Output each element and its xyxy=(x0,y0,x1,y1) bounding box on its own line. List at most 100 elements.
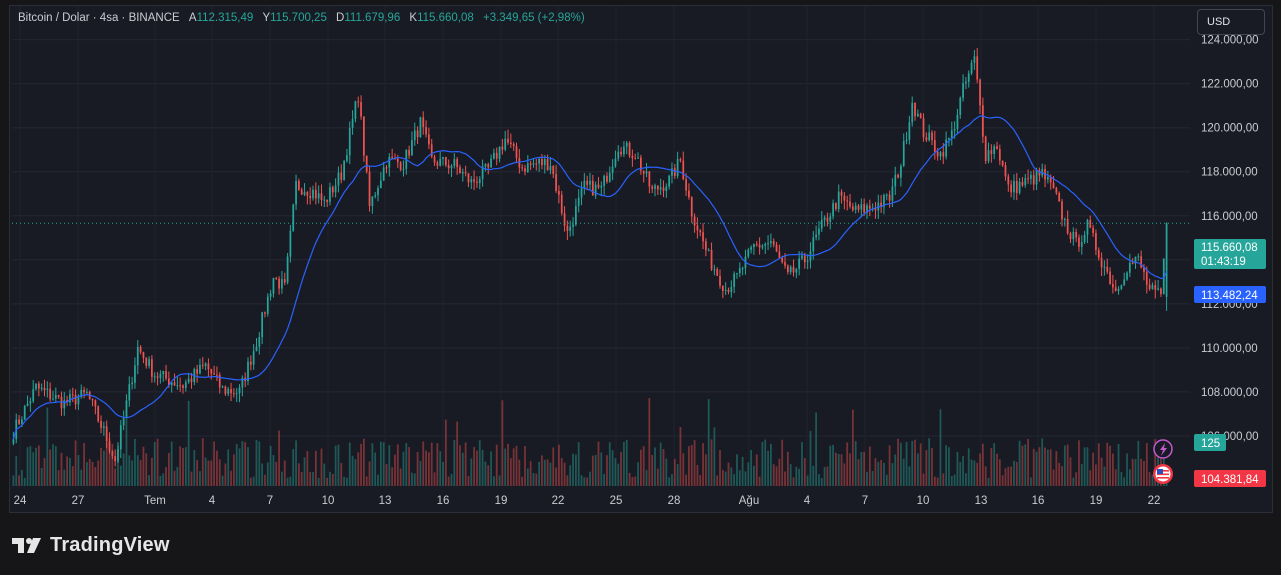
candle-body[interactable] xyxy=(269,293,272,297)
candle-body[interactable] xyxy=(456,159,459,168)
candle-body[interactable] xyxy=(1066,218,1069,234)
tradingview-logo[interactable]: TradingView xyxy=(12,533,170,557)
candle-body[interactable] xyxy=(673,168,676,176)
candle-body[interactable] xyxy=(1112,284,1114,288)
candle-body[interactable] xyxy=(111,451,114,457)
candle-body[interactable] xyxy=(639,157,642,171)
candle-body[interactable] xyxy=(905,139,908,142)
candle-body[interactable] xyxy=(1106,266,1109,272)
candle-body[interactable] xyxy=(574,206,577,225)
candle-body[interactable] xyxy=(546,159,549,171)
candle-body[interactable] xyxy=(292,204,295,231)
candle-body[interactable] xyxy=(1165,223,1168,297)
candle-body[interactable] xyxy=(549,166,552,171)
candle-body[interactable] xyxy=(32,389,35,402)
price-axis[interactable]: 106.000,00108.000,00110.000,00112.000,00… xyxy=(1201,35,1259,443)
candle-body[interactable] xyxy=(498,146,501,159)
candle-body[interactable] xyxy=(832,203,834,217)
candle-body[interactable] xyxy=(998,149,1001,161)
candle-body[interactable] xyxy=(100,421,102,428)
candle-body[interactable] xyxy=(925,137,928,141)
candle-body[interactable] xyxy=(781,257,784,263)
candle-body[interactable] xyxy=(840,191,843,196)
candle-body[interactable] xyxy=(331,187,334,193)
candle-body[interactable] xyxy=(566,225,569,231)
candle-body[interactable] xyxy=(190,378,193,382)
candle-body[interactable] xyxy=(1058,192,1061,202)
candle-body[interactable] xyxy=(727,289,730,292)
candle-body[interactable] xyxy=(156,376,159,378)
candle-body[interactable] xyxy=(1024,178,1027,186)
candle-body[interactable] xyxy=(668,175,671,187)
candle-body[interactable] xyxy=(987,150,990,162)
candle-body[interactable] xyxy=(69,394,71,403)
candle-body[interactable] xyxy=(628,142,631,156)
candle-body[interactable] xyxy=(343,160,345,180)
candle-body[interactable] xyxy=(1097,250,1100,258)
candle-body[interactable] xyxy=(651,186,654,189)
candle-body[interactable] xyxy=(854,205,857,211)
candle-body[interactable] xyxy=(733,273,736,288)
candle-body[interactable] xyxy=(23,406,26,420)
candle-body[interactable] xyxy=(996,146,998,150)
candle-body[interactable] xyxy=(710,249,713,270)
candle-body[interactable] xyxy=(176,385,179,387)
candle-body[interactable] xyxy=(281,279,283,289)
candle-body[interactable] xyxy=(289,230,292,257)
candle-body[interactable] xyxy=(402,168,405,170)
candle-body[interactable] xyxy=(620,151,622,155)
candle-body[interactable] xyxy=(21,419,23,424)
candle-body[interactable] xyxy=(820,219,823,229)
candle-body[interactable] xyxy=(368,171,371,206)
candle-body[interactable] xyxy=(654,185,656,189)
candle-body[interactable] xyxy=(679,159,682,161)
candle-body[interactable] xyxy=(470,179,473,183)
candle-body[interactable] xyxy=(1027,178,1029,180)
candle-body[interactable] xyxy=(66,400,68,403)
candle-body[interactable] xyxy=(501,146,504,150)
candle-body[interactable] xyxy=(883,194,885,207)
candle-body[interactable] xyxy=(238,387,241,394)
candle-body[interactable] xyxy=(221,386,224,388)
candle-body[interactable] xyxy=(789,266,792,273)
candle-body[interactable] xyxy=(77,397,80,405)
candle-body[interactable] xyxy=(1143,267,1145,273)
candle-body[interactable] xyxy=(317,193,320,199)
candlesticks[interactable] xyxy=(12,48,1168,467)
candle-body[interactable] xyxy=(326,199,329,202)
candle-body[interactable] xyxy=(261,312,264,338)
candle-body[interactable] xyxy=(662,187,665,191)
candle-body[interactable] xyxy=(119,425,122,450)
candle-body[interactable] xyxy=(1013,180,1015,193)
candle-body[interactable] xyxy=(902,141,905,166)
candle-body[interactable] xyxy=(863,204,866,213)
candle-body[interactable] xyxy=(1047,177,1049,180)
candle-body[interactable] xyxy=(216,374,218,376)
candle-body[interactable] xyxy=(74,394,77,405)
candle-body[interactable] xyxy=(1086,219,1089,235)
candle-body[interactable] xyxy=(738,268,741,274)
candle-body[interactable] xyxy=(690,197,693,217)
candle-body[interactable] xyxy=(428,134,430,145)
candle-body[interactable] xyxy=(642,170,645,174)
candle-body[interactable] xyxy=(1015,180,1018,193)
candle-body[interactable] xyxy=(382,167,385,181)
candle-body[interactable] xyxy=(671,168,673,176)
candle-body[interactable] xyxy=(136,346,139,366)
candle-body[interactable] xyxy=(1128,262,1131,273)
candle-body[interactable] xyxy=(187,378,190,383)
candle-body[interactable] xyxy=(43,387,46,391)
candle-body[interactable] xyxy=(665,186,668,191)
candle-body[interactable] xyxy=(1072,231,1075,240)
candle-body[interactable] xyxy=(413,130,416,141)
candle-body[interactable] xyxy=(346,155,348,161)
candle-body[interactable] xyxy=(357,101,360,103)
candle-body[interactable] xyxy=(1035,170,1038,185)
candle-body[interactable] xyxy=(105,426,108,442)
candle-body[interactable] xyxy=(724,289,727,291)
candle-body[interactable] xyxy=(792,266,795,273)
candle-body[interactable] xyxy=(1095,232,1097,251)
candle-body[interactable] xyxy=(981,105,984,137)
candle-body[interactable] xyxy=(1080,242,1083,247)
candle-body[interactable] xyxy=(46,388,49,391)
